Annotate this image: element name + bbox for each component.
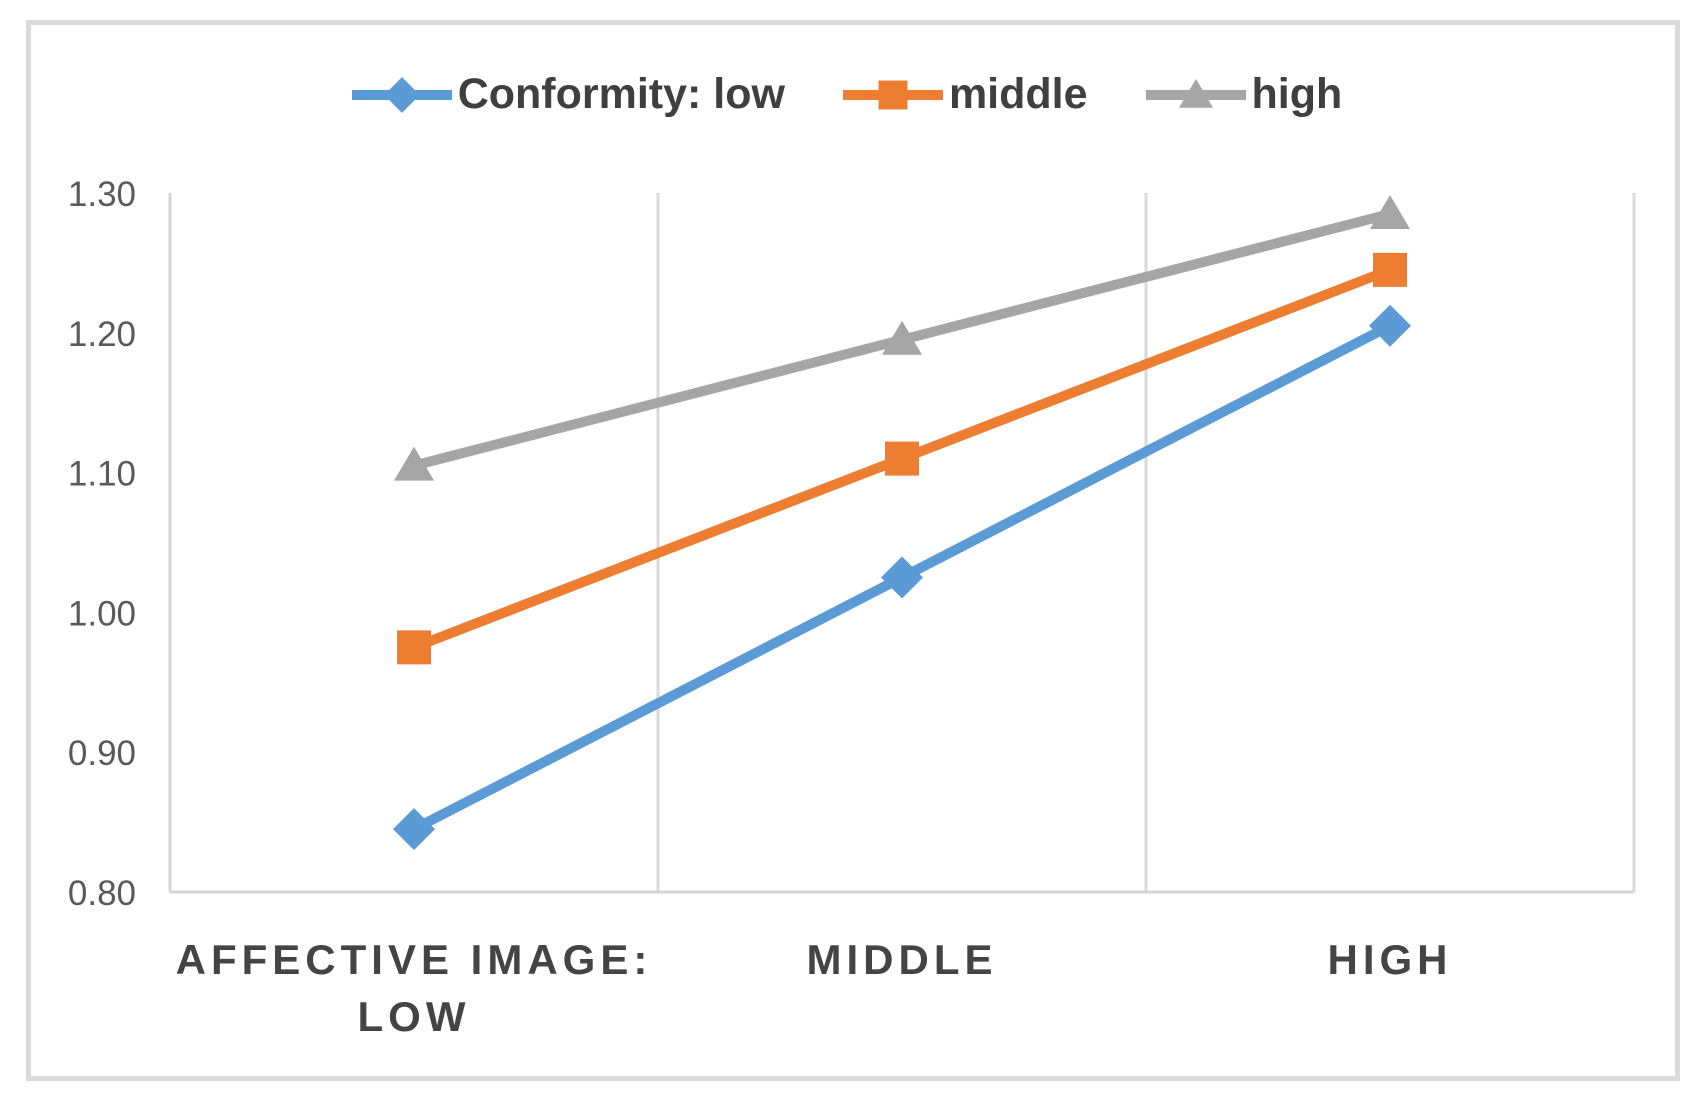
diamond-marker-conformity-low — [393, 808, 435, 851]
legend-item-high: high — [1145, 70, 1343, 119]
legend-label-conformity-low: Conformity: low — [457, 70, 785, 118]
x-tick-label: HIGH — [1328, 936, 1453, 983]
chart-frame — [26, 20, 1680, 1081]
triangle-marker-high — [1370, 194, 1410, 229]
diamond-marker-conformity-low — [881, 556, 923, 599]
square-marker-legend — [878, 80, 908, 109]
legend-triangle-key — [1145, 78, 1246, 108]
diamond-marker-conformity-low — [1369, 304, 1411, 347]
y-tick-label: 1.30 — [68, 175, 136, 214]
x-tick-label: AFFECTIVE IMAGE: — [176, 936, 653, 983]
chart-legend: Conformity: low middle high — [0, 70, 1694, 119]
square-marker-middle — [885, 441, 919, 476]
y-tick-label: 1.20 — [68, 315, 136, 354]
legend-item-conformity-low: Conformity: low — [351, 70, 785, 119]
legend-label-middle: middle — [948, 70, 1088, 118]
x-tick-label: LOW — [358, 993, 471, 1040]
triangle-marker-high — [394, 446, 434, 481]
diamond-marker-legend — [383, 76, 420, 113]
y-tick-label: 0.80 — [68, 874, 136, 913]
triangle-marker-legend — [1178, 78, 1213, 108]
square-marker-middle — [1373, 252, 1407, 287]
y-tick-label: 0.90 — [68, 734, 136, 773]
x-tick-label: MIDDLE — [807, 936, 998, 983]
y-tick-label: 1.10 — [68, 455, 136, 494]
square-marker-middle — [397, 630, 431, 665]
triangle-marker-high — [882, 320, 922, 355]
legend-square-key — [842, 80, 943, 109]
legend-label-high: high — [1251, 70, 1343, 118]
y-tick-label: 1.00 — [68, 594, 136, 633]
legend-diamond-key — [351, 76, 452, 113]
legend-item-middle: middle — [842, 70, 1088, 119]
